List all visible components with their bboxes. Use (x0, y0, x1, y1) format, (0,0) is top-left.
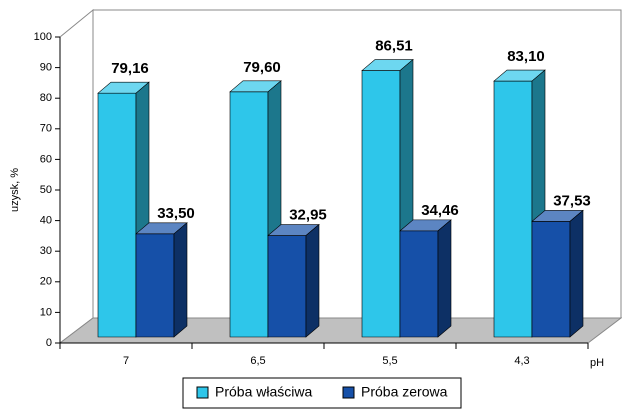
x-tick-label: 7 (123, 355, 129, 367)
y-tick-label: 40 (40, 215, 52, 227)
value-label: 79,16 (111, 60, 149, 77)
x-axis-label: pH (590, 357, 604, 369)
value-label: 86,51 (375, 38, 413, 55)
bar-side (437, 219, 452, 338)
bar-front (493, 80, 533, 338)
bar-front (267, 235, 307, 338)
y-tick-label: 50 (40, 184, 52, 196)
y-tick-label: 10 (40, 306, 52, 318)
y-axis-label: uzysk, % (9, 168, 21, 212)
value-label: 32,95 (289, 206, 327, 223)
legend-swatch (196, 386, 209, 399)
y-tick-label: 100 (34, 31, 52, 43)
bar-side (569, 209, 584, 338)
side-wall (59, 8, 94, 345)
legend-swatch (342, 386, 355, 399)
bar-side (173, 222, 188, 338)
value-label: 37,53 (553, 192, 591, 209)
legend-label: Próba zerowa (361, 384, 448, 400)
x-tick-label: 4,3 (514, 355, 529, 367)
bar-front (97, 92, 137, 338)
y-tick-label: 80 (40, 92, 52, 104)
bar-front (531, 221, 571, 338)
x-tick-label: 5,5 (382, 355, 397, 367)
y-tick-label: 90 (40, 62, 52, 74)
x-tick-label: 6,5 (250, 355, 265, 367)
legend-label: Próba właściwa (215, 384, 312, 400)
y-tick-label: 70 (40, 123, 52, 135)
y-tick-label: 60 (40, 153, 52, 165)
value-label: 34,46 (421, 202, 459, 219)
value-label: 79,60 (243, 59, 281, 76)
bar-side (305, 223, 320, 338)
value-label: 83,10 (507, 48, 545, 65)
y-tick-label: 0 (46, 337, 52, 349)
y-tick-label: 20 (40, 276, 52, 288)
value-label: 33,50 (157, 205, 195, 222)
bar-front (135, 233, 175, 338)
bar-front (229, 91, 269, 338)
y-tick-label: 30 (40, 245, 52, 257)
bar-front (399, 230, 439, 338)
legend (182, 377, 462, 409)
bar-front (361, 70, 401, 338)
